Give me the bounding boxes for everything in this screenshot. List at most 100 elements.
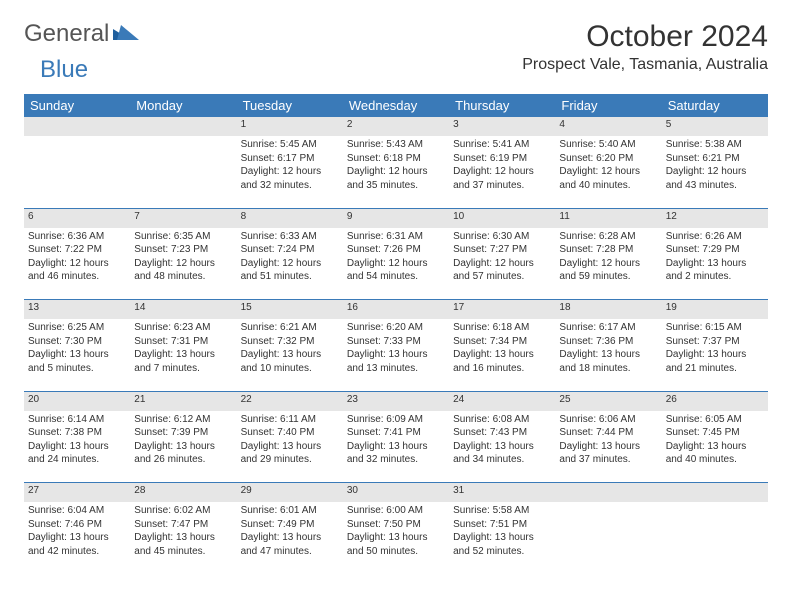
sunrise-value: Sunrise: 6:36 AM <box>28 230 126 244</box>
sunrise-value: Sunrise: 6:35 AM <box>134 230 232 244</box>
day-number <box>24 117 130 136</box>
day-cell: Sunrise: 6:09 AMSunset: 7:41 PMDaylight:… <box>343 411 449 483</box>
daylight-value: Daylight: 13 hours and 21 minutes. <box>666 348 764 375</box>
sunset-value: Sunset: 7:36 PM <box>559 335 657 349</box>
daylight-value: Daylight: 13 hours and 34 minutes. <box>453 440 551 467</box>
day-cell: Sunrise: 6:35 AMSunset: 7:23 PMDaylight:… <box>130 228 236 300</box>
sunrise-value: Sunrise: 5:41 AM <box>453 138 551 152</box>
daylight-value: Daylight: 13 hours and 40 minutes. <box>666 440 764 467</box>
day-number: 26 <box>662 391 768 411</box>
day-cell: Sunrise: 6:28 AMSunset: 7:28 PMDaylight:… <box>555 228 661 300</box>
sunrise-value: Sunrise: 6:11 AM <box>241 413 339 427</box>
sunrise-value: Sunrise: 5:45 AM <box>241 138 339 152</box>
daylight-value: Daylight: 13 hours and 47 minutes. <box>241 531 339 558</box>
day-cell: Sunrise: 6:30 AMSunset: 7:27 PMDaylight:… <box>449 228 555 300</box>
day-number: 25 <box>555 391 661 411</box>
day-cell: Sunrise: 6:14 AMSunset: 7:38 PMDaylight:… <box>24 411 130 483</box>
day-cell: Sunrise: 5:45 AMSunset: 6:17 PMDaylight:… <box>237 136 343 208</box>
sunset-value: Sunset: 7:38 PM <box>28 426 126 440</box>
day-number: 23 <box>343 391 449 411</box>
sunset-value: Sunset: 7:27 PM <box>453 243 551 257</box>
sunrise-value: Sunrise: 6:04 AM <box>28 504 126 518</box>
day-number: 11 <box>555 208 661 228</box>
weekday-header: Friday <box>555 94 661 117</box>
sunset-value: Sunset: 7:44 PM <box>559 426 657 440</box>
day-number: 9 <box>343 208 449 228</box>
sunset-value: Sunset: 7:49 PM <box>241 518 339 532</box>
sunrise-value: Sunrise: 6:09 AM <box>347 413 445 427</box>
sunrise-value: Sunrise: 6:26 AM <box>666 230 764 244</box>
day-cell: Sunrise: 6:20 AMSunset: 7:33 PMDaylight:… <box>343 319 449 391</box>
sunrise-value: Sunrise: 6:15 AM <box>666 321 764 335</box>
sunrise-value: Sunrise: 5:38 AM <box>666 138 764 152</box>
day-number: 17 <box>449 300 555 320</box>
day-cell: Sunrise: 5:40 AMSunset: 6:20 PMDaylight:… <box>555 136 661 208</box>
sunset-value: Sunset: 7:34 PM <box>453 335 551 349</box>
daylight-value: Daylight: 12 hours and 46 minutes. <box>28 257 126 284</box>
sunrise-value: Sunrise: 6:17 AM <box>559 321 657 335</box>
sunrise-value: Sunrise: 5:43 AM <box>347 138 445 152</box>
day-number: 4 <box>555 117 661 136</box>
daynum-row: 20212223242526 <box>24 391 768 411</box>
day-cell: Sunrise: 5:58 AMSunset: 7:51 PMDaylight:… <box>449 502 555 574</box>
day-number: 14 <box>130 300 236 320</box>
sunrise-value: Sunrise: 6:23 AM <box>134 321 232 335</box>
sunset-value: Sunset: 7:37 PM <box>666 335 764 349</box>
sunrise-value: Sunrise: 6:12 AM <box>134 413 232 427</box>
daylight-value: Daylight: 12 hours and 35 minutes. <box>347 165 445 192</box>
daylight-value: Daylight: 13 hours and 5 minutes. <box>28 348 126 375</box>
sunset-value: Sunset: 6:18 PM <box>347 152 445 166</box>
calendar-week-row: Sunrise: 6:36 AMSunset: 7:22 PMDaylight:… <box>24 228 768 300</box>
sunrise-value: Sunrise: 6:30 AM <box>453 230 551 244</box>
sunrise-value: Sunrise: 6:20 AM <box>347 321 445 335</box>
daylight-value: Daylight: 13 hours and 2 minutes. <box>666 257 764 284</box>
weekday-header: Wednesday <box>343 94 449 117</box>
sunrise-value: Sunrise: 5:40 AM <box>559 138 657 152</box>
sunset-value: Sunset: 6:20 PM <box>559 152 657 166</box>
calendar-week-row: Sunrise: 6:14 AMSunset: 7:38 PMDaylight:… <box>24 411 768 483</box>
sunset-value: Sunset: 7:41 PM <box>347 426 445 440</box>
daylight-value: Daylight: 13 hours and 26 minutes. <box>134 440 232 467</box>
sunset-value: Sunset: 7:46 PM <box>28 518 126 532</box>
sunrise-value: Sunrise: 6:06 AM <box>559 413 657 427</box>
day-cell <box>555 502 661 574</box>
day-cell: Sunrise: 6:36 AMSunset: 7:22 PMDaylight:… <box>24 228 130 300</box>
day-cell: Sunrise: 6:05 AMSunset: 7:45 PMDaylight:… <box>662 411 768 483</box>
day-cell: Sunrise: 6:31 AMSunset: 7:26 PMDaylight:… <box>343 228 449 300</box>
day-cell: Sunrise: 6:25 AMSunset: 7:30 PMDaylight:… <box>24 319 130 391</box>
weekday-header: Monday <box>130 94 236 117</box>
daynum-row: 13141516171819 <box>24 300 768 320</box>
sunrise-value: Sunrise: 6:00 AM <box>347 504 445 518</box>
calendar-table: SundayMondayTuesdayWednesdayThursdayFrid… <box>24 94 768 574</box>
sunrise-value: Sunrise: 6:05 AM <box>666 413 764 427</box>
day-cell: Sunrise: 6:21 AMSunset: 7:32 PMDaylight:… <box>237 319 343 391</box>
brand-text-2: Blue <box>40 56 88 84</box>
sunrise-value: Sunrise: 6:01 AM <box>241 504 339 518</box>
day-number: 29 <box>237 483 343 503</box>
sunset-value: Sunset: 7:43 PM <box>453 426 551 440</box>
day-number: 16 <box>343 300 449 320</box>
sunset-value: Sunset: 7:26 PM <box>347 243 445 257</box>
daylight-value: Daylight: 13 hours and 42 minutes. <box>28 531 126 558</box>
day-number <box>662 483 768 503</box>
day-number: 20 <box>24 391 130 411</box>
daylight-value: Daylight: 13 hours and 29 minutes. <box>241 440 339 467</box>
sunset-value: Sunset: 7:24 PM <box>241 243 339 257</box>
day-number: 1 <box>237 117 343 136</box>
daynum-row: 12345 <box>24 117 768 136</box>
day-cell: Sunrise: 5:41 AMSunset: 6:19 PMDaylight:… <box>449 136 555 208</box>
daylight-value: Daylight: 13 hours and 52 minutes. <box>453 531 551 558</box>
sunrise-value: Sunrise: 6:33 AM <box>241 230 339 244</box>
brand-text-1: General <box>24 20 109 48</box>
daylight-value: Daylight: 12 hours and 40 minutes. <box>559 165 657 192</box>
day-number: 24 <box>449 391 555 411</box>
sunrise-value: Sunrise: 6:28 AM <box>559 230 657 244</box>
daylight-value: Daylight: 12 hours and 37 minutes. <box>453 165 551 192</box>
daylight-value: Daylight: 12 hours and 54 minutes. <box>347 257 445 284</box>
daylight-value: Daylight: 13 hours and 37 minutes. <box>559 440 657 467</box>
sunrise-value: Sunrise: 6:25 AM <box>28 321 126 335</box>
day-number: 22 <box>237 391 343 411</box>
day-number: 27 <box>24 483 130 503</box>
day-number: 31 <box>449 483 555 503</box>
day-number: 2 <box>343 117 449 136</box>
